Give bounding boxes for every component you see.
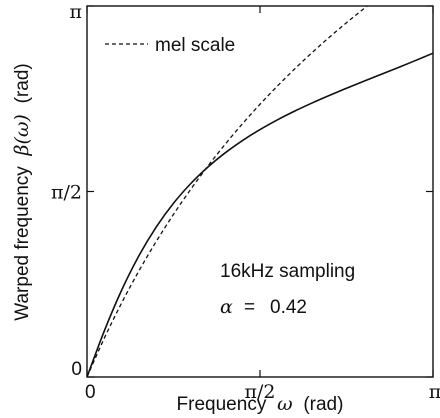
x-axis-title-prefix: Frequency [177, 394, 267, 415]
curves-layer [87, 6, 433, 377]
y-tick-label: π [70, 1, 83, 23]
x-axis-title-unit: (rad) [303, 394, 343, 415]
y-axis-title: Warped frequency β(ω) (rad) [11, 63, 33, 320]
y-tick-label: π/2 [51, 181, 82, 203]
ticks-layer: 0 π/2 π 0 π/2 π [51, 1, 440, 403]
series-warped-frequency-line [87, 52, 433, 377]
y-axis-title-prefix: Warped frequency [12, 166, 33, 321]
alpha-symbol: α [220, 296, 233, 318]
x-axis-title-symbol: ω [277, 393, 293, 415]
alpha-equals: = [244, 297, 255, 318]
series-mel-scale-line [87, 6, 369, 377]
y-axis-title-symbol: β(ω) [11, 114, 33, 156]
y-tick-label: 0 [71, 359, 82, 380]
x-tick-label: 0 [85, 382, 96, 403]
x-tick-label: π [429, 381, 440, 403]
y-axis-title-unit: (rad) [12, 63, 33, 103]
annotation-sampling: 16kHz sampling [220, 261, 355, 282]
x-axis-title: Frequency ω (rad) [177, 393, 344, 415]
alpha-value: 0.42 [270, 297, 307, 318]
x-tick-label: π/2 [245, 381, 276, 403]
legend-label-mel-scale: mel scale [155, 35, 235, 56]
annotation-alpha: α = 0.42 [220, 296, 307, 318]
plot-frame [86, 5, 434, 378]
legend: mel scale [105, 35, 235, 56]
